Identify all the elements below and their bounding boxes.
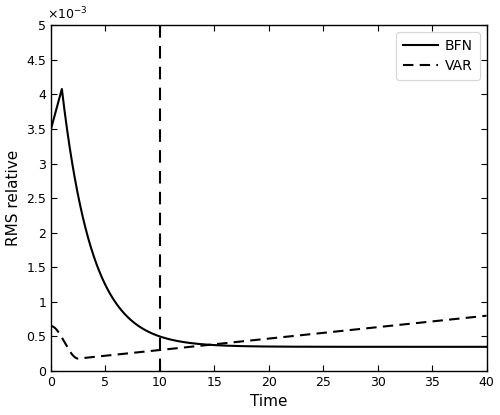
VAR [231, 340, 237, 345]
VAR [484, 313, 490, 318]
BFN [484, 344, 490, 349]
BFN [255, 344, 261, 349]
VAR [234, 339, 240, 344]
BFN [234, 344, 240, 349]
X-axis label: Time: Time [250, 394, 288, 410]
VAR [448, 317, 454, 322]
BFN [48, 127, 54, 132]
Y-axis label: RMS relative: RMS relative [6, 150, 20, 247]
BFN [470, 344, 476, 349]
Legend: BFN, VAR: BFN, VAR [396, 32, 479, 80]
Line: BFN: BFN [51, 89, 486, 347]
Text: $\times10^{-3}$: $\times10^{-3}$ [46, 5, 88, 22]
VAR [364, 326, 370, 331]
VAR [75, 356, 81, 361]
VAR [255, 337, 261, 342]
VAR [470, 315, 476, 320]
BFN [364, 344, 370, 349]
Line: VAR: VAR [51, 316, 486, 359]
BFN [448, 344, 454, 349]
VAR [48, 324, 54, 329]
BFN [231, 344, 237, 349]
BFN [59, 86, 65, 91]
